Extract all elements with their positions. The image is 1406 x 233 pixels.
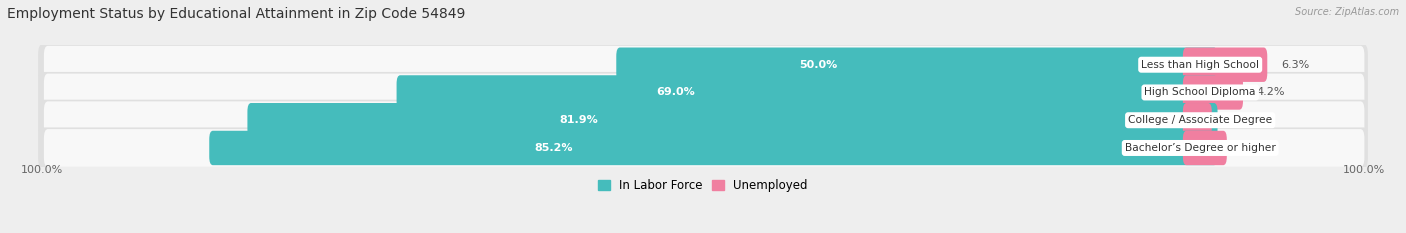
Text: High School Diploma: High School Diploma	[1144, 87, 1256, 97]
Text: 6.3%: 6.3%	[1281, 60, 1309, 70]
Text: 1.5%: 1.5%	[1226, 115, 1254, 125]
Legend: In Labor Force, Unemployed: In Labor Force, Unemployed	[598, 179, 808, 192]
FancyBboxPatch shape	[38, 127, 1368, 168]
Text: Bachelor’s Degree or higher: Bachelor’s Degree or higher	[1125, 143, 1275, 153]
Text: 69.0%: 69.0%	[657, 87, 695, 97]
Text: College / Associate Degree: College / Associate Degree	[1128, 115, 1272, 125]
Text: 81.9%: 81.9%	[560, 115, 598, 125]
FancyBboxPatch shape	[247, 103, 1218, 137]
FancyBboxPatch shape	[38, 100, 1368, 141]
Text: 50.0%: 50.0%	[800, 60, 838, 70]
Text: Less than High School: Less than High School	[1142, 60, 1260, 70]
FancyBboxPatch shape	[209, 131, 1218, 165]
Text: Employment Status by Educational Attainment in Zip Code 54849: Employment Status by Educational Attainm…	[7, 7, 465, 21]
FancyBboxPatch shape	[44, 46, 1364, 84]
Text: 100.0%: 100.0%	[21, 165, 63, 175]
FancyBboxPatch shape	[38, 44, 1368, 85]
FancyBboxPatch shape	[616, 48, 1218, 82]
FancyBboxPatch shape	[38, 72, 1368, 113]
Text: Source: ZipAtlas.com: Source: ZipAtlas.com	[1295, 7, 1399, 17]
FancyBboxPatch shape	[1182, 75, 1243, 110]
FancyBboxPatch shape	[44, 101, 1364, 139]
Text: 2.8%: 2.8%	[1240, 143, 1270, 153]
FancyBboxPatch shape	[1182, 48, 1267, 82]
FancyBboxPatch shape	[44, 129, 1364, 167]
FancyBboxPatch shape	[44, 74, 1364, 111]
FancyBboxPatch shape	[1182, 131, 1227, 165]
FancyBboxPatch shape	[396, 75, 1218, 110]
Text: 100.0%: 100.0%	[1343, 165, 1385, 175]
Text: 85.2%: 85.2%	[534, 143, 574, 153]
Text: 4.2%: 4.2%	[1257, 87, 1285, 97]
FancyBboxPatch shape	[1182, 103, 1212, 137]
